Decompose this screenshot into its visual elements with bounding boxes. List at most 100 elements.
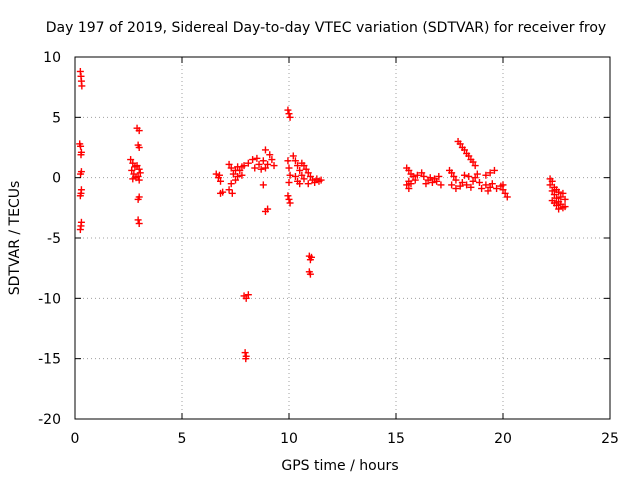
data-point [478, 185, 486, 193]
data-point [244, 159, 252, 167]
data-point [448, 169, 456, 177]
data-point [255, 160, 263, 168]
data-point [548, 177, 556, 185]
data-point [311, 178, 319, 186]
data-point [317, 176, 325, 184]
data-point [452, 176, 460, 184]
y-tick-label: -20 [38, 412, 61, 428]
data-point [219, 188, 227, 196]
data-point [426, 174, 434, 182]
data-point [460, 146, 468, 154]
x-tick-label: 10 [280, 431, 298, 447]
data-point [503, 193, 511, 201]
data-point [232, 166, 239, 174]
data-point [128, 166, 136, 174]
y-tick-label: 0 [52, 171, 61, 187]
data-point [212, 170, 220, 178]
data-point [135, 165, 143, 173]
data-point [130, 170, 138, 178]
data-point [557, 193, 565, 201]
data-point [300, 175, 308, 183]
data-point [493, 185, 501, 193]
data-point [428, 178, 436, 186]
data-point [413, 171, 421, 179]
data-point [264, 205, 272, 213]
data-point [133, 162, 141, 170]
data-points [76, 67, 569, 363]
data-point [407, 180, 415, 188]
data-point [469, 177, 477, 185]
grid [75, 57, 610, 419]
data-point [286, 113, 294, 121]
data-point [242, 355, 250, 363]
data-point [420, 172, 428, 180]
x-tick-label: 15 [387, 431, 405, 447]
data-point [306, 172, 314, 180]
data-point [550, 199, 558, 207]
data-point [135, 220, 143, 228]
data-point [405, 166, 413, 174]
data-point [307, 253, 315, 261]
data-point [253, 154, 261, 162]
data-point [284, 106, 292, 114]
data-point [225, 186, 233, 194]
y-tick-label: -10 [38, 291, 61, 307]
data-point [409, 172, 417, 180]
data-point [217, 177, 225, 185]
data-point [456, 140, 464, 148]
data-point [261, 146, 269, 154]
x-tick-label: 20 [494, 431, 512, 447]
data-point [467, 183, 475, 191]
data-point [561, 203, 569, 211]
data-point [134, 216, 142, 224]
y-tick-label: 10 [43, 50, 61, 66]
data-point [488, 180, 496, 188]
data-point [433, 177, 441, 185]
data-point [135, 127, 143, 135]
data-point [306, 270, 314, 278]
data-point [232, 176, 239, 184]
data-point [261, 164, 269, 172]
data-point [291, 157, 299, 165]
data-point [458, 178, 466, 186]
data-point [77, 170, 85, 178]
data-point [127, 156, 135, 164]
data-point [482, 181, 490, 189]
data-point [249, 156, 257, 164]
data-point [486, 183, 494, 191]
data-point [227, 180, 235, 188]
data-point [300, 162, 308, 170]
data-point [129, 175, 137, 183]
data-point [501, 189, 509, 197]
data-point [555, 205, 563, 213]
data-point [234, 172, 242, 180]
data-point [259, 157, 267, 165]
data-point [135, 144, 143, 151]
data-point [291, 172, 299, 180]
data-point [78, 82, 86, 90]
data-point [546, 181, 554, 189]
data-point [285, 195, 293, 203]
y-tick-label: -5 [47, 231, 61, 247]
data-point [77, 142, 85, 150]
data-point [548, 187, 556, 195]
data-point [561, 195, 569, 203]
plot-frame [74, 56, 611, 420]
y-tick-label: 5 [52, 110, 61, 126]
data-point [266, 151, 274, 159]
data-point [302, 165, 310, 173]
data-point [238, 171, 246, 179]
data-point [286, 199, 294, 207]
data-point [285, 110, 293, 118]
data-point [285, 164, 293, 172]
data-point [456, 182, 464, 190]
data-point [227, 164, 235, 172]
data-point [76, 192, 84, 200]
data-point [465, 152, 473, 160]
data-point [286, 171, 294, 179]
data-point [215, 171, 223, 179]
data-point [240, 162, 248, 170]
data-point [228, 189, 236, 197]
data-point [469, 158, 477, 166]
data-point [241, 349, 249, 357]
